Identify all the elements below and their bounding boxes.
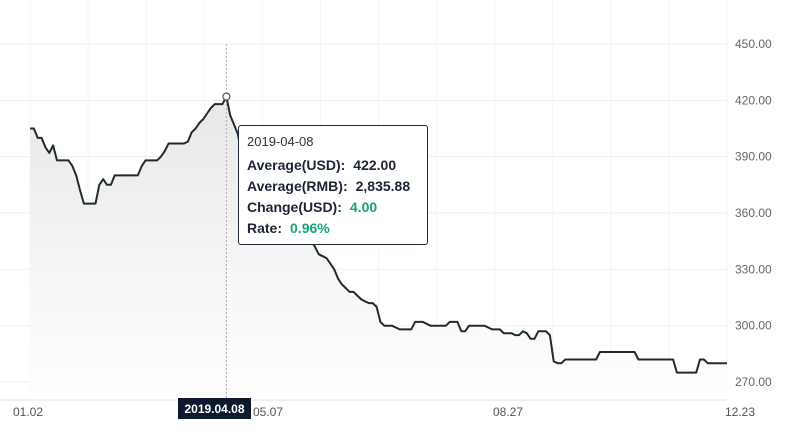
tooltip-rate: Rate: 0.96% — [247, 218, 419, 239]
tooltip-value: 4.00 — [349, 199, 378, 215]
highlight-point[interactable] — [222, 92, 231, 101]
tooltip-average-rmb: Average(RMB): 2,835.88 — [247, 176, 419, 197]
y-tick-label: 300.00 — [735, 319, 772, 333]
series-line — [30, 95, 727, 374]
tooltip-value: 422.00 — [353, 157, 397, 173]
tooltip-label: Change(USD): — [247, 199, 342, 215]
crosshair-date-badge: 2019.04.08 — [178, 398, 251, 419]
tooltip-label: Rate: — [247, 220, 283, 236]
tooltip-date: 2019-04-08 — [247, 134, 314, 149]
tooltip-label: Average(RMB): — [247, 178, 348, 194]
tooltip: 2019-04-08 Average(USD): 422.00 Average(R… — [238, 125, 428, 245]
area-fill — [30, 96, 727, 400]
x-tick-label: 08.27 — [493, 405, 523, 419]
y-tick-label: 330.00 — [735, 262, 772, 276]
y-tick-label: 450.00 — [735, 37, 772, 51]
x-tick-label: 05.07 — [253, 405, 283, 419]
x-tick-label: 01.02 — [13, 405, 43, 419]
tooltip-change-usd: Change(USD): 4.00 — [247, 197, 419, 218]
tooltip-value: 2,835.88 — [355, 178, 411, 194]
y-tick-label: 390.00 — [735, 150, 772, 164]
x-tick-label: 12.23 — [725, 405, 755, 419]
y-tick-label: 270.00 — [735, 375, 772, 389]
tooltip-label: Average(USD): — [247, 157, 346, 173]
tooltip-average-usd: Average(USD): 422.00 — [247, 155, 419, 176]
y-tick-label: 420.00 — [735, 93, 772, 107]
y-tick-label: 360.00 — [735, 206, 772, 220]
tooltip-value: 0.96% — [290, 220, 330, 236]
